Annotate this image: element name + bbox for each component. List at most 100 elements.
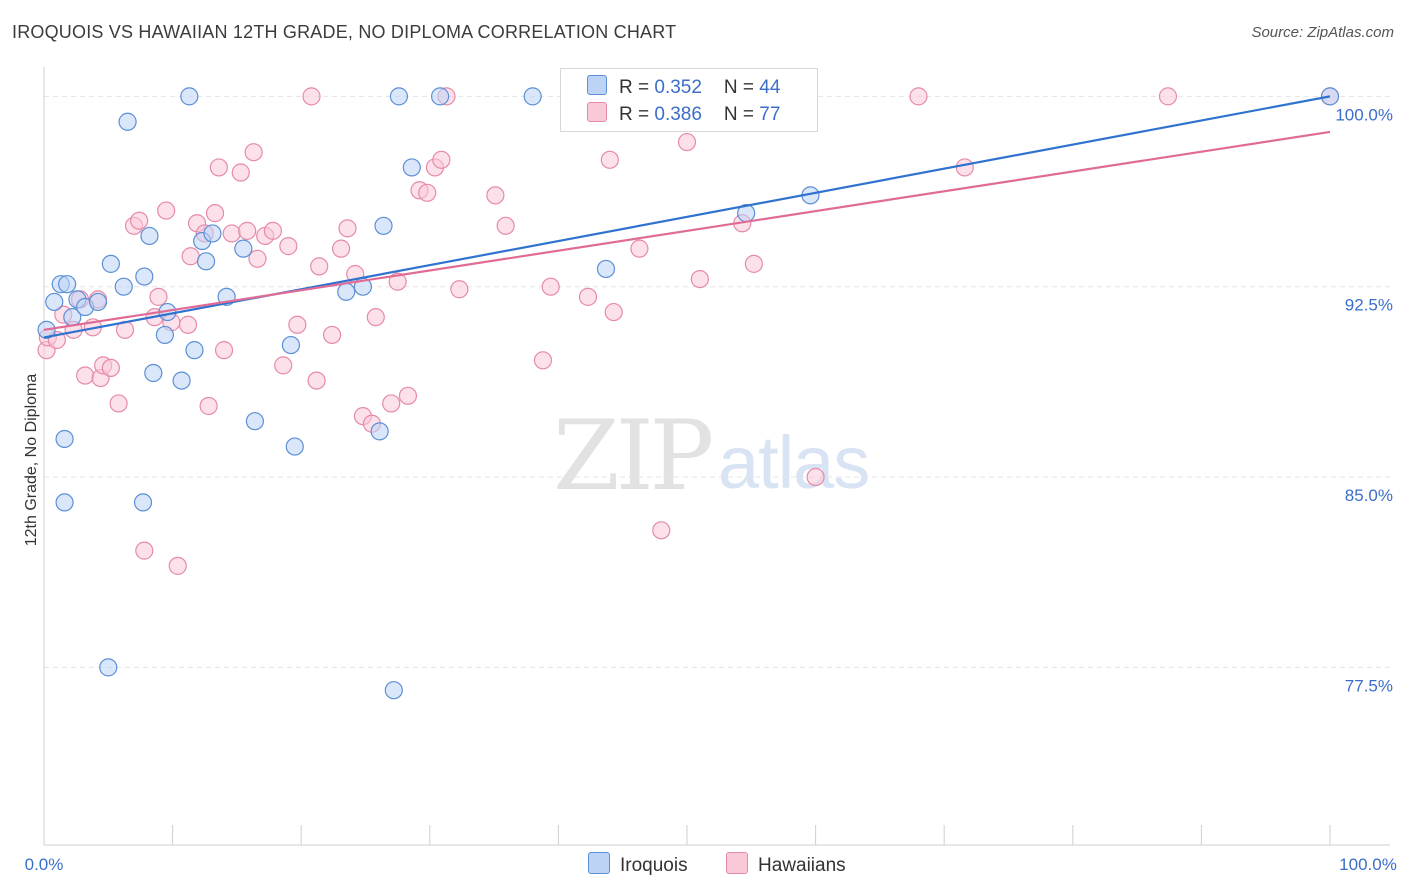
point-iroquois <box>155 325 174 345</box>
point-hawaiians <box>331 239 351 258</box>
point-hawaiians <box>274 356 293 375</box>
point-hawaiians <box>181 247 200 266</box>
point-hawaiians <box>677 132 697 152</box>
point-hawaiians <box>366 308 385 327</box>
point-hawaiians <box>955 158 974 177</box>
point-hawaiians <box>496 216 515 235</box>
point-hawaiians <box>222 224 241 243</box>
point-hawaiians <box>382 394 401 413</box>
watermark-atlas: atlas <box>718 421 870 504</box>
point-iroquois <box>384 681 403 700</box>
point-iroquois <box>144 363 163 383</box>
point-iroquois <box>245 412 265 431</box>
point-hawaiians <box>238 221 257 240</box>
point-iroquois <box>101 254 120 273</box>
point-iroquois <box>55 493 74 512</box>
legend-n-label-iroquois: N = <box>723 77 760 98</box>
point-hawaiians <box>248 249 267 268</box>
point-iroquois <box>55 429 74 449</box>
point-hawaiians <box>178 315 198 334</box>
point-iroquois <box>180 87 199 106</box>
chart-source: Source: ZipAtlas.com <box>1251 24 1394 41</box>
point-hawaiians <box>209 158 228 177</box>
bottom-legend-label-hawaiians: Hawaiians <box>758 855 846 876</box>
point-hawaiians <box>135 541 154 560</box>
point-hawaiians <box>604 302 623 322</box>
point-hawaiians <box>600 150 619 169</box>
point-hawaiians <box>690 269 709 289</box>
point-hawaiians <box>231 163 250 182</box>
point-iroquois <box>140 226 159 246</box>
legend-n-value-iroquois: 44 <box>759 77 781 98</box>
point-iroquois <box>523 87 542 106</box>
point-iroquois <box>45 292 64 312</box>
point-hawaiians <box>909 87 928 106</box>
bottom-legend-iroquois: Iroquois <box>588 852 688 877</box>
point-hawaiians <box>388 272 407 291</box>
point-hawaiians <box>652 521 671 540</box>
point-hawaiians <box>630 239 649 258</box>
stats-legend: R = 0.352 N = 44 R = 0.386 N = 77 <box>560 68 818 132</box>
legend-swatch-hawaiians <box>587 102 607 122</box>
point-hawaiians <box>533 351 553 370</box>
point-iroquois <box>172 371 191 390</box>
point-hawaiians <box>450 280 469 299</box>
point-iroquois <box>99 658 118 677</box>
legend-row-iroquois: R = 0.352 N = 44 <box>587 75 780 99</box>
legend-swatch-iroquois <box>587 75 607 95</box>
point-iroquois <box>196 252 216 271</box>
point-hawaiians <box>302 87 321 106</box>
point-iroquois <box>114 277 133 296</box>
point-hawaiians <box>205 204 225 223</box>
bottom-legend-swatch-iroquois <box>588 852 610 874</box>
point-hawaiians <box>1158 87 1178 106</box>
point-iroquois <box>337 282 356 301</box>
point-hawaiians <box>157 201 176 220</box>
legend-r-label-hawaiians: R = <box>619 104 655 125</box>
point-hawaiians <box>279 237 298 256</box>
y-tick-label: 100.0% <box>1335 105 1393 124</box>
bottom-legend-label-iroquois: Iroquois <box>620 855 688 876</box>
legend-row-hawaiians: R = 0.386 N = 77 <box>587 102 780 126</box>
point-hawaiians <box>432 150 451 169</box>
point-hawaiians <box>214 341 234 360</box>
point-iroquois <box>281 335 301 355</box>
point-hawaiians <box>263 221 283 240</box>
point-iroquois <box>58 275 77 294</box>
point-iroquois <box>596 259 616 279</box>
point-hawaiians <box>486 186 505 205</box>
point-hawaiians <box>244 143 263 162</box>
x-tick-label: 0.0% <box>25 855 64 874</box>
point-hawaiians <box>418 183 437 202</box>
point-iroquois <box>118 112 137 131</box>
trendline-hawaiians <box>43 130 1331 331</box>
point-iroquois <box>402 158 421 177</box>
point-hawaiians <box>307 371 326 390</box>
point-iroquois <box>430 87 450 106</box>
bottom-legend-swatch-hawaiians <box>726 852 748 874</box>
bottom-legend-hawaiians: Hawaiians <box>726 852 846 877</box>
y-tick-label: 77.5% <box>1345 676 1393 695</box>
point-hawaiians <box>578 287 598 306</box>
point-iroquois <box>389 87 409 106</box>
point-iroquois <box>285 437 304 456</box>
point-iroquois <box>203 224 222 243</box>
legend-n-label-hawaiians: N = <box>723 104 760 125</box>
point-hawaiians <box>130 211 149 230</box>
point-iroquois <box>88 292 108 312</box>
point-iroquois <box>370 422 389 441</box>
point-iroquois <box>133 493 153 512</box>
point-hawaiians <box>288 315 307 334</box>
legend-r-value-hawaiians: 0.386 <box>654 104 702 125</box>
x-tick-label: 100.0% <box>1339 855 1397 874</box>
point-hawaiians <box>744 254 763 273</box>
point-hawaiians <box>322 325 342 345</box>
y-tick-label: 92.5% <box>1345 296 1393 315</box>
trendline-iroquois <box>43 95 1331 339</box>
point-hawaiians <box>168 556 187 575</box>
legend-n-value-hawaiians: 77 <box>759 104 781 125</box>
point-hawaiians <box>310 257 329 276</box>
point-hawaiians <box>199 396 218 416</box>
point-iroquois <box>185 341 204 360</box>
